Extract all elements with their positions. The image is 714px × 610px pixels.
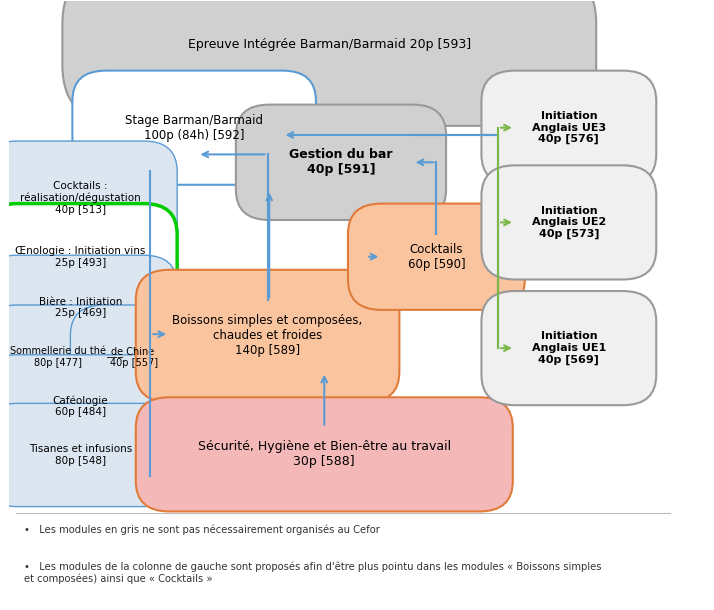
Text: Initiation
Anglais UE2
40p [573]: Initiation Anglais UE2 40p [573] [532,206,606,239]
Text: Sécurité, Hygiène et Bien-être au travail
30p [588]: Sécurité, Hygiène et Bien-être au travai… [198,440,451,468]
Text: Initiation
Anglais UE1
40p [569]: Initiation Anglais UE1 40p [569] [532,331,606,365]
FancyBboxPatch shape [236,105,446,220]
Text: Œnologie : Initiation vins
25p [493]: Œnologie : Initiation vins 25p [493] [15,246,146,268]
FancyBboxPatch shape [0,255,177,360]
FancyBboxPatch shape [0,141,177,255]
Text: Gestion du bar
40p [591]: Gestion du bar 40p [591] [289,148,393,176]
Text: Boissons simples et composées,
chaudes et froides
140p [589]: Boissons simples et composées, chaudes e… [173,315,363,357]
FancyBboxPatch shape [0,305,132,409]
Text: Cocktails
60p [590]: Cocktails 60p [590] [408,243,466,271]
FancyBboxPatch shape [136,270,399,402]
Text: •   Les modules en gris ne sont pas nécessairement organisés au Cefor: • Les modules en gris ne sont pas nécess… [24,525,380,536]
Text: Sommellerie du thé
80p [477]: Sommellerie du thé 80p [477] [10,346,106,368]
Text: •   Les modules de la colonne de gauche sont proposés afin d'être plus pointu da: • Les modules de la colonne de gauche so… [24,561,601,584]
FancyBboxPatch shape [72,71,316,185]
Text: Caféologie
60p [484]: Caféologie 60p [484] [53,395,109,417]
Text: ̲d̲e̲ Chine
40p [557]: ̲d̲e̲ Chine 40p [557] [110,346,158,368]
Text: Tisanes et infusions
80p [548]: Tisanes et infusions 80p [548] [29,444,132,466]
FancyBboxPatch shape [348,204,525,310]
FancyBboxPatch shape [481,71,656,185]
Text: Cocktails :
réalisation/dégustation
40p [513]: Cocktails : réalisation/dégustation 40p … [20,181,141,215]
Text: Epreuve Intégrée Barman/Barmaid 20p [593]: Epreuve Intégrée Barman/Barmaid 20p [593… [188,38,471,51]
Text: Stage Barman/Barmaid
100p (84h) [592]: Stage Barman/Barmaid 100p (84h) [592] [125,113,263,142]
FancyBboxPatch shape [481,291,656,405]
FancyBboxPatch shape [0,204,177,310]
FancyBboxPatch shape [0,355,177,458]
FancyBboxPatch shape [62,0,596,126]
FancyBboxPatch shape [136,397,513,511]
Text: Bière : Initiation
25p [469]: Bière : Initiation 25p [469] [39,296,122,318]
FancyBboxPatch shape [0,403,177,506]
FancyBboxPatch shape [71,305,197,409]
FancyBboxPatch shape [481,165,656,279]
Text: Initiation
Anglais UE3
40p [576]: Initiation Anglais UE3 40p [576] [532,111,606,145]
